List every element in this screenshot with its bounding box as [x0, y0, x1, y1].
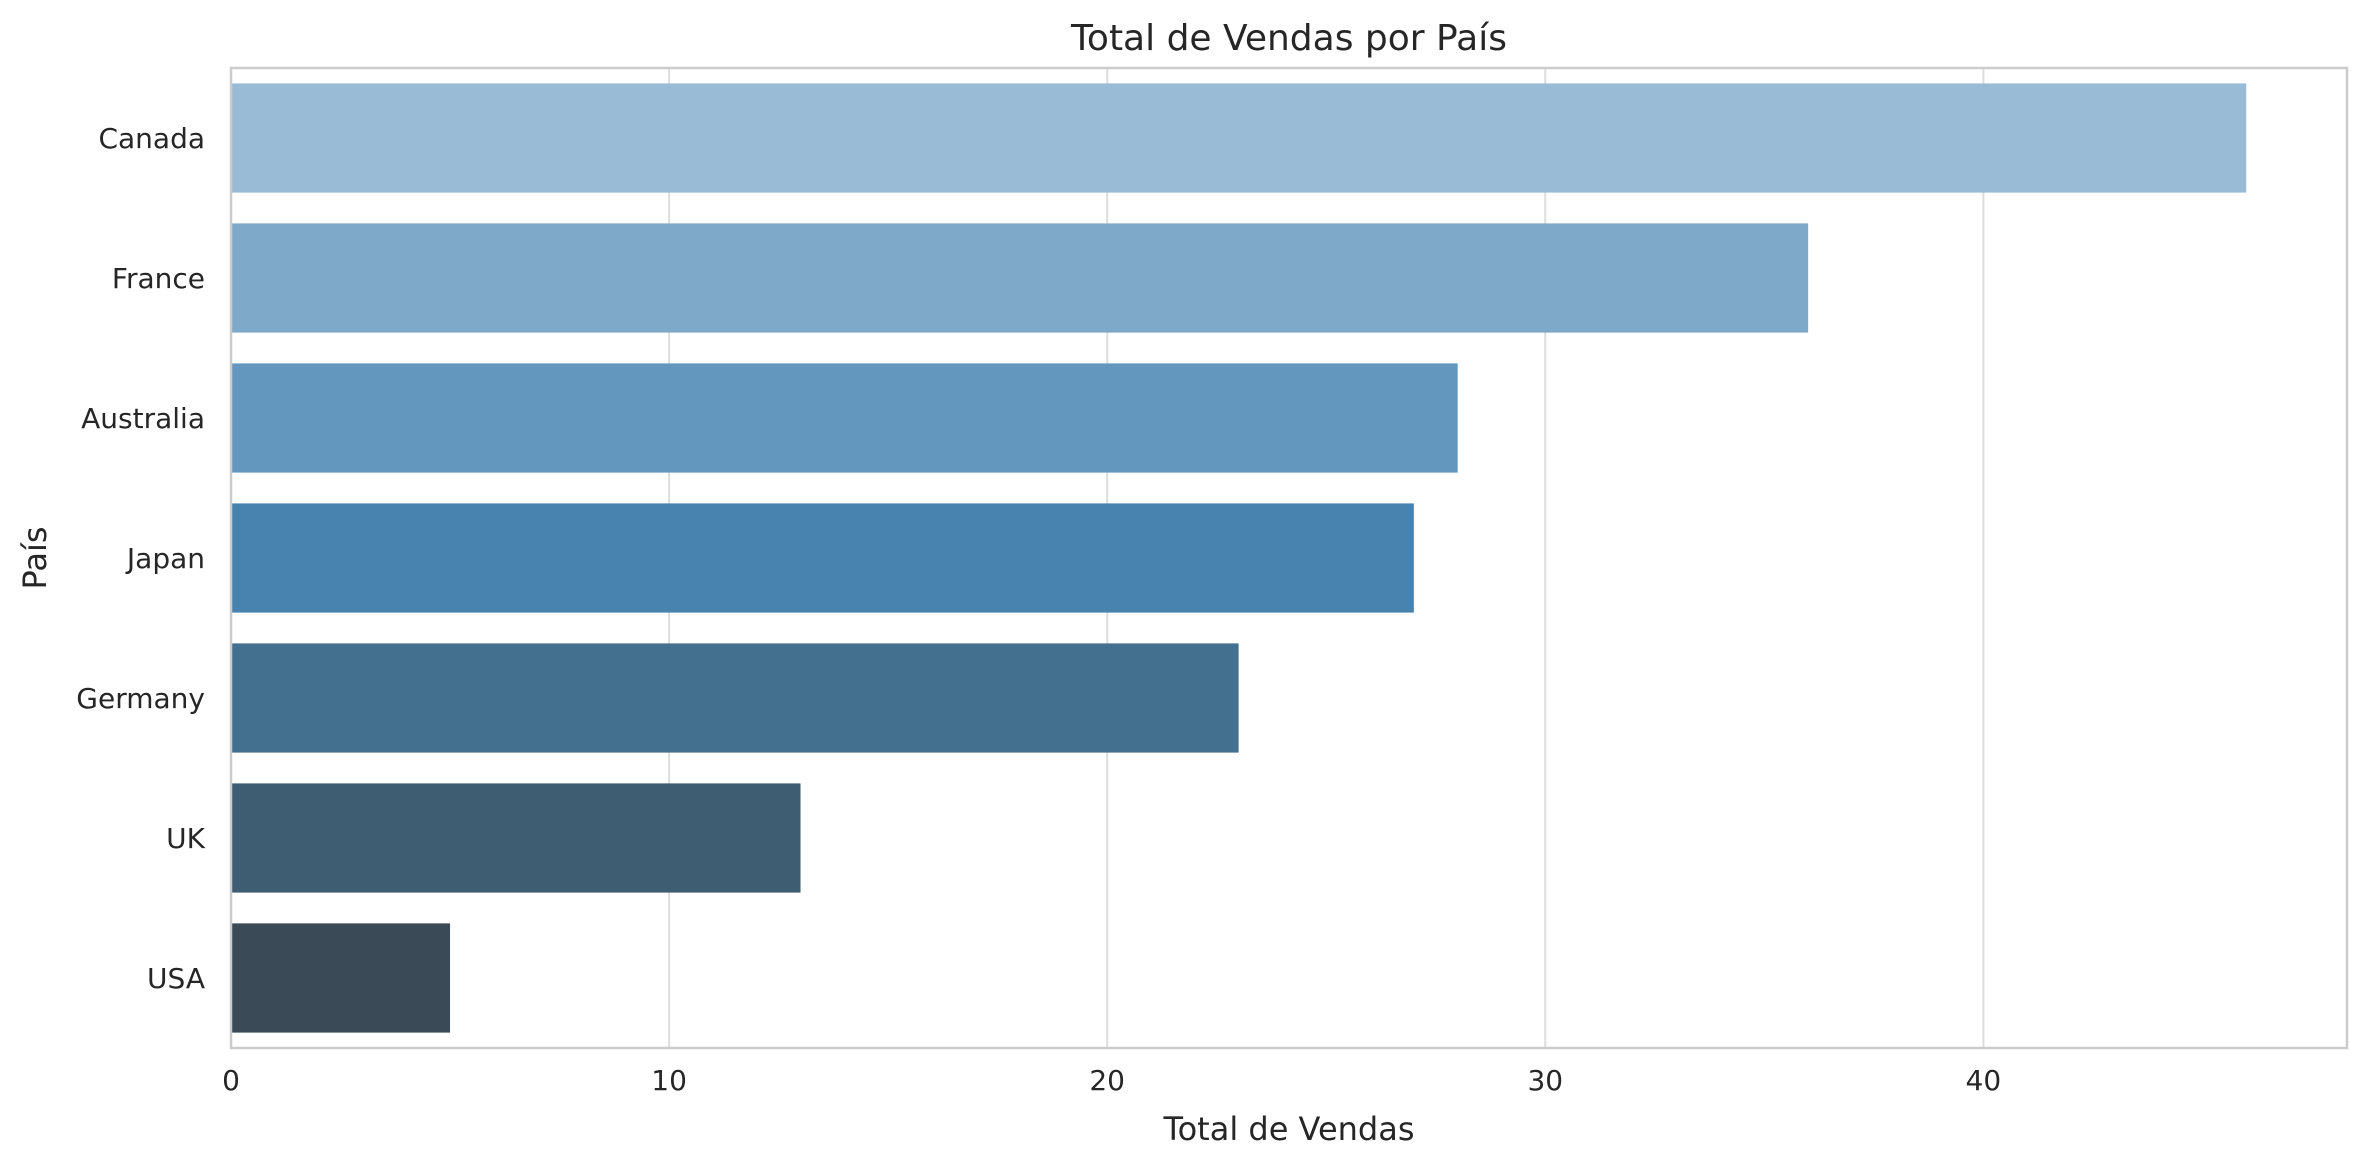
x-tick-label: 20: [1089, 1064, 1125, 1097]
y-tick-label-japan: Japan: [125, 542, 205, 575]
plot-frame: [229, 66, 2349, 1050]
bar-uk: [231, 783, 801, 893]
y-tick-label-france: France: [112, 262, 205, 295]
bar-usa: [231, 923, 451, 1033]
y-tick-label-uk: UK: [166, 822, 205, 855]
x-tick-label: 40: [1966, 1064, 2002, 1097]
bars: [231, 83, 2247, 1033]
y-tick-label-australia: Australia: [81, 402, 205, 435]
bar-japan: [231, 503, 1414, 613]
bar-germany: [231, 643, 1239, 753]
x-tick-label: 30: [1527, 1064, 1563, 1097]
bar-france: [231, 223, 1809, 333]
y-axis-title: País: [16, 526, 54, 589]
y-tick-label-germany: Germany: [76, 682, 205, 715]
x-tick-label: 0: [222, 1064, 240, 1097]
x-tick-labels: 0 10 20 30 40: [222, 1064, 2001, 1097]
chart-title: Total de Vendas por País: [1070, 18, 1507, 59]
y-tick-label-usa: USA: [147, 962, 205, 995]
bar-australia: [231, 363, 1458, 473]
y-tick-label-canada: Canada: [98, 122, 205, 155]
y-tick-labels: Canada France Australia Japan Germany UK USA: [76, 122, 205, 995]
x-axis-title: Total de Vendas: [1162, 1110, 1414, 1148]
bar-canada: [231, 83, 2247, 193]
x-tick-label: 10: [651, 1064, 687, 1097]
